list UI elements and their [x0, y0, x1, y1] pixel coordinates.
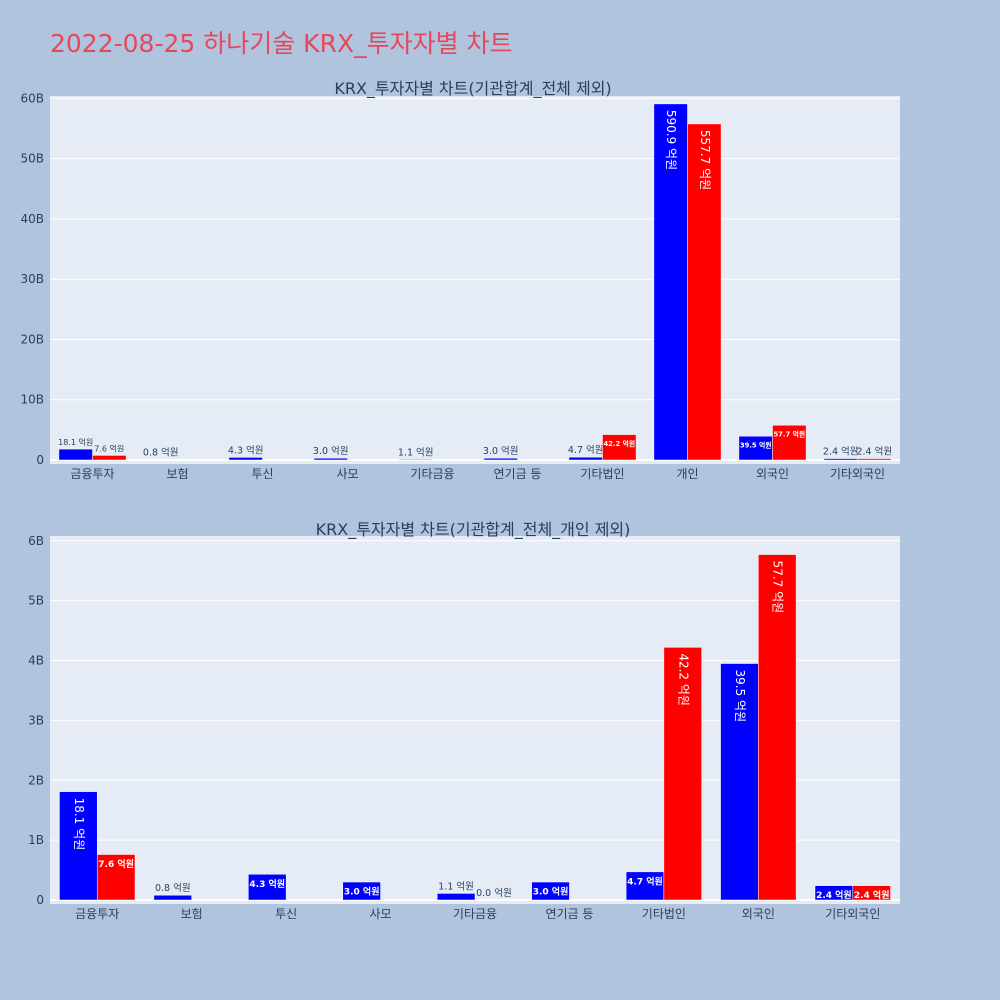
- x-tick-label: 보험: [166, 467, 188, 481]
- data-label: 0.0 억원: [476, 887, 512, 899]
- x-tick-label: 사모: [370, 907, 392, 921]
- data-label: 4.7 억원: [627, 875, 663, 887]
- y-tick-label: 30B: [20, 272, 44, 286]
- data-label: 590.9 억원: [664, 110, 678, 170]
- bar: [823, 458, 858, 461]
- plot-area-1: [50, 96, 900, 464]
- bar: [96, 854, 136, 901]
- data-label: 4.3 억원: [249, 878, 285, 890]
- data-label: 3.0 억원: [344, 886, 380, 898]
- x-tick-label: 금융투자: [70, 467, 114, 481]
- data-label: 7.6 억원: [98, 858, 134, 870]
- bar: [568, 456, 603, 461]
- bar: [436, 893, 476, 901]
- data-label: 1.1 억원: [398, 446, 434, 458]
- data-label: 4.7 억원: [568, 444, 604, 456]
- data-label: 39.5 억원: [740, 441, 772, 450]
- data-label: 3.0 억원: [483, 445, 519, 457]
- x-tick-label: 기타외국인: [830, 467, 885, 481]
- data-label: 0.8 억원: [155, 882, 191, 894]
- y-tick-label: 6B: [28, 534, 44, 548]
- x-tick-label: 기타금융: [453, 907, 497, 921]
- bar: [228, 457, 263, 461]
- data-label: 1.1 억원: [438, 880, 474, 892]
- y-tick-label: 3B: [28, 713, 44, 727]
- figure-title: 2022-08-25 하나기술 KRX_투자자별 차트: [50, 29, 513, 58]
- chart-title-2: KRX_투자자별 차트(기관합계_전체_개인 제외): [316, 520, 631, 540]
- data-label: 2.4 억원: [816, 889, 852, 901]
- bar: [857, 458, 892, 461]
- x-tick-label: 기타금융: [410, 467, 454, 481]
- data-label: 2.4 억원: [854, 889, 890, 901]
- bar: [531, 881, 570, 901]
- y-tick-label: 0: [36, 453, 44, 467]
- y-tick-label: 0: [36, 893, 44, 907]
- x-tick-label: 투신: [251, 467, 273, 481]
- data-label: 7.6 억원: [94, 443, 124, 453]
- bar: [625, 871, 665, 901]
- x-tick-label: 투신: [275, 907, 297, 921]
- bar: [58, 448, 93, 461]
- y-tick-label: 4B: [28, 654, 44, 668]
- x-tick-label: 외국인: [742, 907, 775, 921]
- bar: [92, 455, 127, 461]
- bar: [772, 424, 807, 461]
- data-label: 18.1 억원: [72, 798, 86, 851]
- chart-title-1: KRX_투자자별 차트(기관합계_전체 제외): [334, 79, 611, 99]
- bar: [602, 434, 637, 461]
- bar: [758, 554, 797, 901]
- x-tick-label: 연기금 등: [545, 907, 593, 921]
- y-tick-label: 40B: [20, 212, 44, 226]
- y-tick-label: 50B: [20, 152, 44, 166]
- x-tick-label: 연기금 등: [494, 467, 542, 481]
- bar: [720, 663, 759, 901]
- x-tick-label: 보험: [181, 907, 203, 921]
- y-tick-label: 1B: [28, 833, 44, 847]
- bar: [59, 791, 98, 901]
- data-label: 42.2 억원: [676, 653, 690, 706]
- bar: [663, 647, 702, 901]
- y-tick-label: 20B: [20, 332, 44, 346]
- y-tick-label: 2B: [28, 773, 44, 787]
- bar: [653, 103, 688, 461]
- x-tick-label: 기타법인: [580, 467, 624, 481]
- bar: [313, 457, 348, 461]
- bar: [483, 457, 518, 461]
- x-tick-label: 개인: [676, 467, 698, 481]
- data-label: 4.3 억원: [228, 444, 264, 456]
- bar: [153, 894, 192, 901]
- bar: [398, 459, 433, 461]
- bar: [852, 885, 891, 901]
- data-label: 3.0 억원: [313, 445, 349, 457]
- data-label: 2.4 억원: [856, 446, 892, 458]
- data-label: 557.7 억원: [698, 130, 712, 190]
- data-label: 2.4 억원: [823, 446, 859, 458]
- bar: [248, 874, 287, 901]
- x-tick-label: 기타법인: [642, 907, 686, 921]
- bar: [342, 881, 381, 901]
- bar: [687, 123, 722, 461]
- data-label: 3.0 억원: [533, 886, 569, 898]
- y-tick-label: 5B: [28, 594, 44, 608]
- x-tick-label: 외국인: [756, 467, 789, 481]
- data-label: 57.7 억원: [771, 561, 785, 614]
- x-tick-label: 사모: [336, 467, 358, 481]
- y-tick-label: 60B: [20, 91, 44, 105]
- data-label: 0.8 억원: [143, 447, 179, 459]
- x-tick-label: 금융투자: [75, 907, 119, 921]
- data-label: 57.7 억원: [773, 430, 805, 439]
- data-label: 18.1 억원: [58, 437, 93, 447]
- x-tick-label: 기타외국인: [825, 907, 880, 921]
- data-label: 39.5 억원: [733, 670, 747, 723]
- y-tick-label: 10B: [20, 393, 44, 407]
- data-label: 42.2 억원: [603, 439, 635, 448]
